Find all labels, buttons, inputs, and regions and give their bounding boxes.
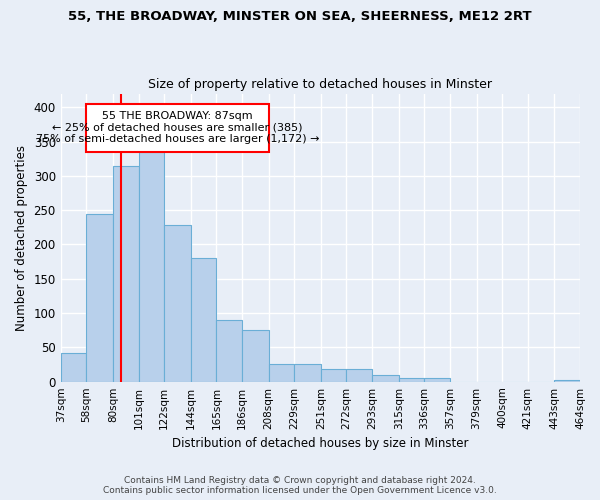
Bar [139, 152, 164, 382]
Text: Contains HM Land Registry data © Crown copyright and database right 2024.
Contai: Contains HM Land Registry data © Crown c… [103, 476, 497, 495]
X-axis label: Distribution of detached houses by size in Minster: Distribution of detached houses by size … [172, 437, 469, 450]
Bar [164, 226, 191, 382]
Title: Size of property relative to detached houses in Minster: Size of property relative to detached ho… [148, 78, 493, 91]
Bar [399, 378, 424, 382]
Bar [294, 364, 321, 382]
Bar [269, 364, 294, 382]
Bar [61, 353, 86, 382]
Text: 55 THE BROADWAY: 87sqm
← 25% of detached houses are smaller (385)
75% of semi-de: 55 THE BROADWAY: 87sqm ← 25% of detached… [35, 112, 319, 144]
Bar [86, 104, 269, 152]
Bar [242, 330, 269, 382]
Bar [217, 320, 242, 382]
Y-axis label: Number of detached properties: Number of detached properties [15, 144, 28, 330]
Bar [554, 380, 580, 382]
Text: 55, THE BROADWAY, MINSTER ON SEA, SHEERNESS, ME12 2RT: 55, THE BROADWAY, MINSTER ON SEA, SHEERN… [68, 10, 532, 23]
Bar [321, 370, 346, 382]
Bar [424, 378, 450, 382]
Bar [346, 370, 372, 382]
Bar [86, 214, 113, 382]
Bar [372, 375, 399, 382]
Bar [113, 166, 139, 382]
Bar [191, 258, 217, 382]
